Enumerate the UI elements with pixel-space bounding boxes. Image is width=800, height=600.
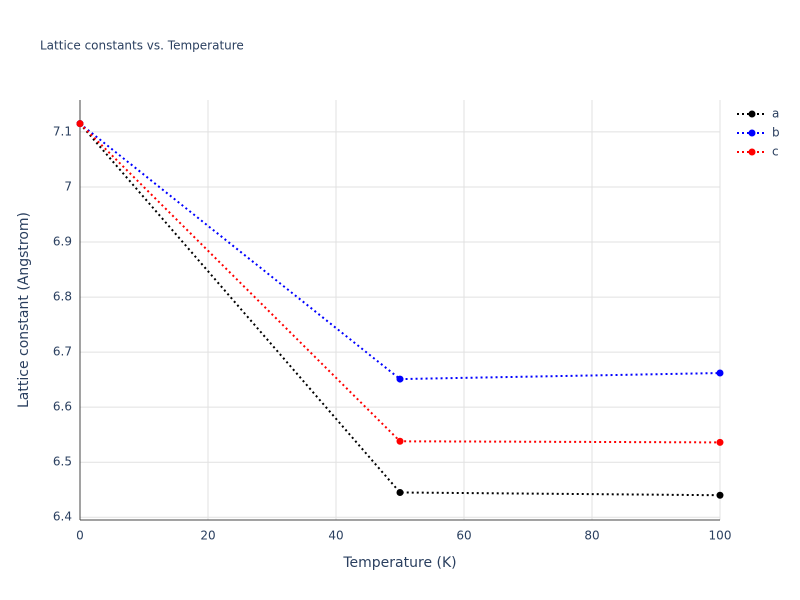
series-line [79, 122, 721, 444]
y-tick-label: 6.4 [53, 510, 72, 524]
x-axis-label: Temperature (K) [342, 555, 456, 571]
legend-marker [748, 110, 756, 118]
data-point [716, 491, 724, 499]
data-point [716, 438, 724, 446]
y-tick-label: 6.5 [53, 455, 72, 469]
legend-marker [748, 129, 756, 137]
y-tick-label: 6.7 [53, 345, 72, 359]
x-tick-label: 40 [328, 529, 343, 543]
x-tick-label: 60 [456, 529, 471, 543]
x-tick-label: 80 [584, 529, 599, 543]
data-point [396, 437, 404, 445]
legend-marker [748, 148, 756, 156]
series-line [79, 122, 721, 381]
legend-label: a [772, 107, 779, 121]
data-point [396, 375, 404, 383]
x-tick-label: 20 [200, 529, 215, 543]
chart-title: Lattice constants vs. Temperature [40, 39, 244, 53]
legend-label: c [772, 145, 779, 159]
x-tick-label: 100 [709, 529, 732, 543]
data-point [716, 369, 724, 377]
y-tick-label: 6.6 [53, 400, 72, 414]
y-tick-label: 6.9 [53, 235, 72, 249]
data-point [76, 120, 84, 128]
data-point [396, 488, 404, 496]
legend-label: b [772, 126, 780, 140]
x-tick-label: 0 [76, 529, 84, 543]
y-tick-label: 7 [64, 179, 72, 193]
y-axis-label: Lattice constant (Angstrom) [16, 212, 32, 408]
series-line [79, 123, 721, 497]
y-tick-label: 6.8 [53, 290, 72, 304]
y-tick-label: 7.1 [53, 124, 72, 138]
